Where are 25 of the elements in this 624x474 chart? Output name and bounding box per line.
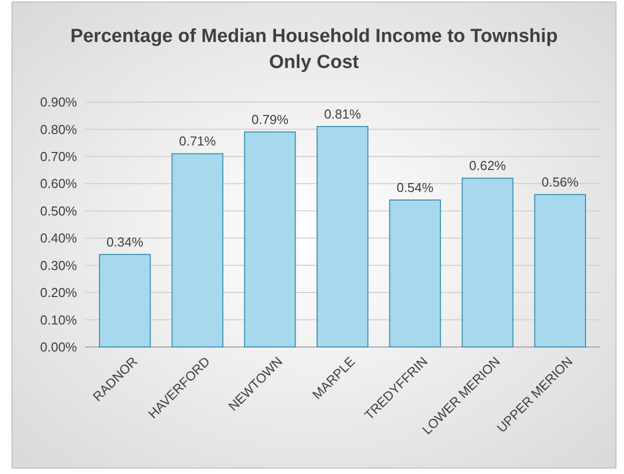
data-label: 0.71% bbox=[178, 134, 216, 149]
y-tick-label: 0.90% bbox=[40, 94, 78, 110]
bar bbox=[389, 200, 441, 348]
data-label: 0.81% bbox=[324, 106, 362, 122]
y-tick-label: 0.30% bbox=[40, 258, 78, 273]
bar bbox=[534, 194, 586, 348]
y-tick-label: 0.50% bbox=[40, 203, 78, 218]
bar bbox=[316, 126, 368, 348]
data-label: 0.62% bbox=[469, 158, 506, 174]
y-tick-label: 0.40% bbox=[40, 230, 78, 246]
data-label: 0.56% bbox=[542, 174, 579, 190]
bar bbox=[99, 254, 151, 348]
data-label: 0.34% bbox=[106, 234, 144, 250]
y-tick-label: 0.10% bbox=[40, 312, 78, 328]
y-tick-label: 0.70% bbox=[40, 148, 78, 164]
data-label: 0.79% bbox=[252, 112, 289, 127]
bar bbox=[244, 131, 296, 348]
y-tick-label: 0.00% bbox=[40, 340, 78, 355]
y-tick-label: 0.60% bbox=[40, 176, 78, 192]
bar bbox=[172, 153, 224, 348]
y-tick-label: 0.20% bbox=[40, 285, 78, 300]
bar bbox=[462, 178, 514, 348]
y-tick-label: 0.80% bbox=[40, 122, 78, 137]
data-label: 0.54% bbox=[396, 180, 434, 195]
chart-title: Percentage of Median Household Income to Township Only Cost bbox=[70, 26, 558, 73]
